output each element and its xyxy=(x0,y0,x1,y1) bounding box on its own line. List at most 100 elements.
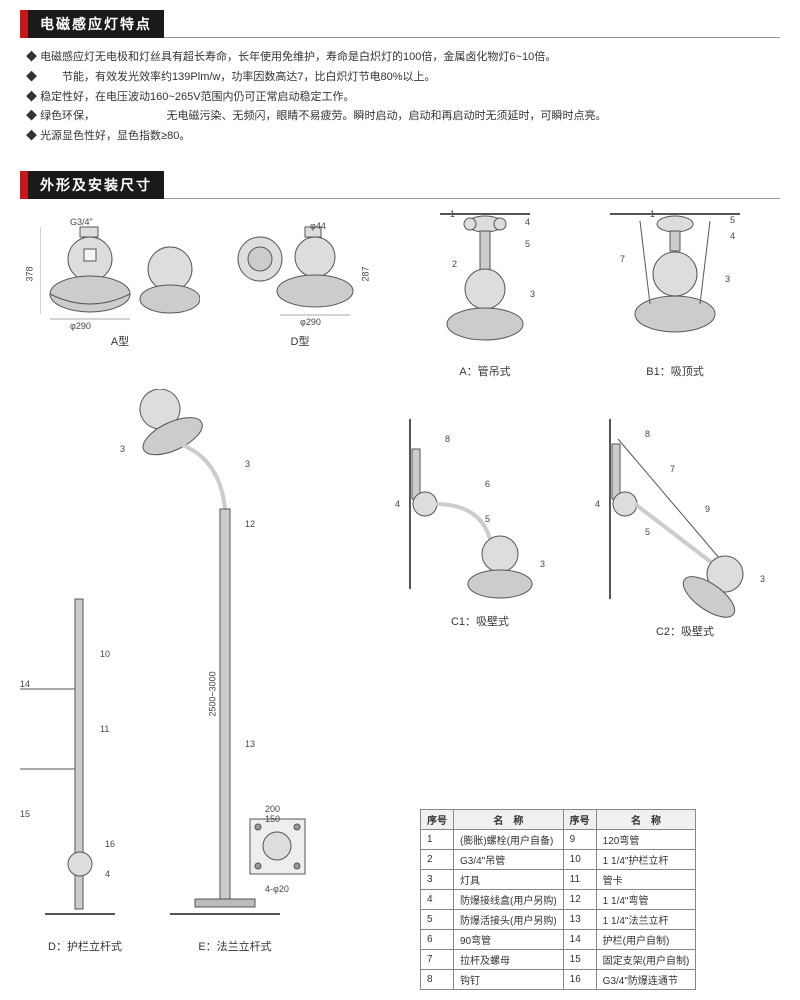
co-p-3b: 3 xyxy=(245,459,250,469)
th-num-1: 序号 xyxy=(421,809,454,829)
cell: 3 xyxy=(421,869,454,889)
co-2: 2 xyxy=(452,259,457,269)
cell: 防爆接线盒(用户另购) xyxy=(454,889,564,909)
dim-2500: 2500~3000 xyxy=(208,671,218,716)
section2-header: 外形及安装尺寸 xyxy=(20,171,780,199)
pipe-svg xyxy=(410,209,560,359)
co-p-4: 4 xyxy=(105,869,110,879)
cell: G3/4"防爆连通节 xyxy=(596,969,696,989)
cell: 防爆活接头(用户另购) xyxy=(454,909,564,929)
label-a: A型 xyxy=(40,333,200,349)
c1-svg xyxy=(390,409,570,609)
cell: 12 xyxy=(563,889,596,909)
feature-list: 电磁感应灯无电极和灯丝具有超长寿命，长年使用免维护，寿命是白炽灯的100倍，金属… xyxy=(20,48,780,147)
bullet-2: 节能，有效发光效率约139Plm/w，功率因数高达7，比白炽灯节电80%以上。 xyxy=(26,68,780,88)
co-b1-1: 1 xyxy=(650,209,655,219)
co-3: 3 xyxy=(530,289,535,299)
dim-g34: G3/4" xyxy=(70,217,93,227)
co-c2-8: 8 xyxy=(645,429,650,439)
header-rule xyxy=(164,10,780,38)
c2-svg xyxy=(590,409,780,619)
lamp-a-svg xyxy=(40,219,200,329)
co-p-13: 13 xyxy=(245,739,255,749)
cell: 拉杆及螺母 xyxy=(454,949,564,969)
cell: 固定支架(用户自制) xyxy=(596,949,696,969)
cell: 16 xyxy=(563,969,596,989)
diagram-d: φ44 287 φ290 D型 xyxy=(230,219,370,349)
bullet-5: 光源显色性好，显色指数≥80。 xyxy=(26,127,780,147)
dim-378: 378 xyxy=(25,266,35,281)
cell: 15 xyxy=(563,949,596,969)
cell: 120弯管 xyxy=(596,829,696,849)
parts-tbody: 1(膨胀)螺栓(用户自备)9120弯管 2G3/4"吊管101 1/4"护栏立杆… xyxy=(421,829,696,989)
diagram-b1: 1 5 4 7 3 B1：吸顶式 xyxy=(590,209,760,379)
co-1: 1 xyxy=(450,209,455,219)
co-p-14: 14 xyxy=(20,679,30,689)
cell: 1 1/4"护栏立杆 xyxy=(596,849,696,869)
dim-200: 200 xyxy=(265,804,280,814)
label-c1: C1：吸壁式 xyxy=(390,613,570,629)
co-p-12: 12 xyxy=(245,519,255,529)
cell: 9 xyxy=(563,829,596,849)
diagram-area: G3/4" 378 φ290 A型 xyxy=(20,209,780,989)
section2-title: 外形及安装尺寸 xyxy=(28,171,164,199)
dim-290b: φ290 xyxy=(300,317,321,327)
th-name-1: 名 称 xyxy=(454,809,564,829)
label-c2: C2：吸壁式 xyxy=(590,623,780,639)
co-c1-6: 6 xyxy=(485,479,490,489)
th-name-2: 名 称 xyxy=(596,809,696,829)
cell: 4 xyxy=(421,889,454,909)
cell: 14 xyxy=(563,929,596,949)
co-p-15: 15 xyxy=(20,809,30,819)
diagram-c1: 8 6 4 5 3 C1：吸壁式 xyxy=(390,409,570,629)
cell: 1 1/4"法兰立杆 xyxy=(596,909,696,929)
co-c1-3: 3 xyxy=(540,559,545,569)
cell: 灯具 xyxy=(454,869,564,889)
cell: 11 xyxy=(563,869,596,889)
dim-44: φ44 xyxy=(310,221,326,231)
th-num-2: 序号 xyxy=(563,809,596,829)
cell: 7 xyxy=(421,949,454,969)
label-d: D型 xyxy=(230,333,370,349)
co-p-3: 3 xyxy=(120,444,125,454)
co-5: 5 xyxy=(525,239,530,249)
co-b1-4: 4 xyxy=(730,231,735,241)
diagram-poles: 3 3 12 10 14 11 13 15 16 4 2500~3000 200… xyxy=(20,389,380,949)
co-4: 4 xyxy=(525,217,530,227)
diagram-c2: 8 7 4 9 5 3 C2：吸壁式 xyxy=(590,409,780,639)
cell: 90弯管 xyxy=(454,929,564,949)
bullet-1: 电磁感应灯无电极和灯丝具有超长寿命，长年使用免维护，寿命是白炽灯的100倍，金属… xyxy=(26,48,780,68)
cell: (膨胀)螺栓(用户自备) xyxy=(454,829,564,849)
cell: 1 1/4"弯管 xyxy=(596,889,696,909)
label-e-pole: E：法兰立杆式 xyxy=(190,938,280,954)
header-rule-2 xyxy=(164,171,780,199)
dim-phi20: 4-φ20 xyxy=(265,884,289,894)
co-c1-8: 8 xyxy=(445,434,450,444)
cell: 8 xyxy=(421,969,454,989)
diagram-a: G3/4" 378 φ290 A型 xyxy=(40,219,200,349)
co-c2-7: 7 xyxy=(670,464,675,474)
section1-title: 电磁感应灯特点 xyxy=(28,10,164,38)
lamp-d-svg xyxy=(230,219,370,329)
co-c2-3: 3 xyxy=(760,574,765,584)
co-c1-5: 5 xyxy=(485,514,490,524)
cell: 管卡 xyxy=(596,869,696,889)
diagram-a-pipe: 1 4 5 2 3 A：管吊式 xyxy=(410,209,560,379)
cell: 2 xyxy=(421,849,454,869)
co-c1-4: 4 xyxy=(395,499,400,509)
cell: 6 xyxy=(421,929,454,949)
parts-table: 序号 名 称 序号 名 称 1(膨胀)螺栓(用户自备)9120弯管 2G3/4"… xyxy=(420,809,696,990)
cell: 13 xyxy=(563,909,596,929)
co-p-16: 16 xyxy=(105,839,115,849)
label-a-pipe: A：管吊式 xyxy=(410,363,560,379)
co-c2-4: 4 xyxy=(595,499,600,509)
co-b1-7: 7 xyxy=(620,254,625,264)
cell: 10 xyxy=(563,849,596,869)
dim-287: 287 xyxy=(361,266,371,281)
co-b1-3: 3 xyxy=(725,274,730,284)
co-c2-9: 9 xyxy=(705,504,710,514)
label-b1: B1：吸顶式 xyxy=(590,363,760,379)
label-d-pole: D：护栏立杆式 xyxy=(40,938,130,954)
red-accent xyxy=(20,10,28,38)
co-b1-5: 5 xyxy=(730,215,735,225)
